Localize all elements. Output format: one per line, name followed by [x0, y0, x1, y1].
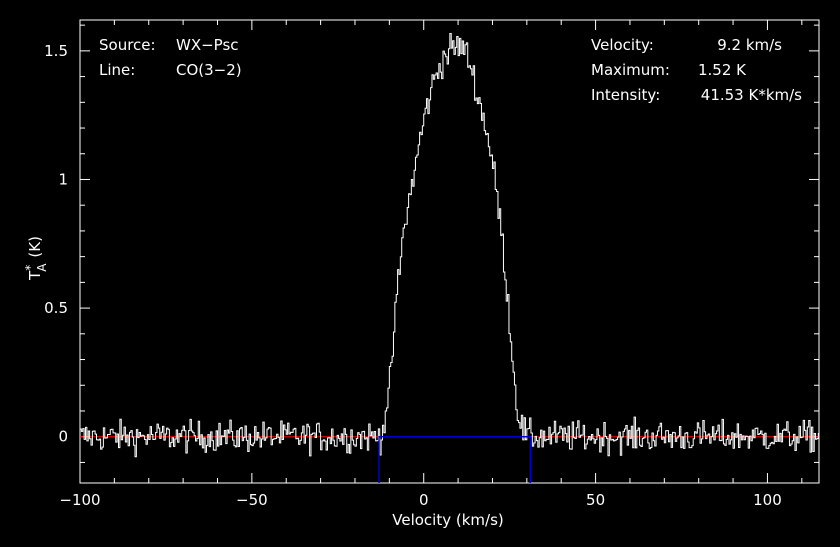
- y-tick-label: 1.5: [44, 42, 68, 60]
- x-tick-label: 50: [586, 491, 605, 509]
- intensity-label: Intensity:: [591, 86, 660, 104]
- maximum-value: 1.52 K: [698, 61, 747, 79]
- x-tick-label: 100: [753, 491, 782, 509]
- y-axis-label-main: T: [26, 270, 44, 281]
- intensity-value: 41.53 K*km/s: [701, 86, 802, 104]
- line-label: Line:: [99, 61, 135, 79]
- y-tick-label: 1: [58, 170, 68, 188]
- x-tick-label: −50: [236, 491, 268, 509]
- x-tick-label: 0: [419, 491, 429, 509]
- svg-text:T*A(K): T*A (K): [23, 236, 49, 281]
- source-value: WX−Psc: [176, 36, 239, 54]
- velocity-label: Velocity:: [591, 36, 654, 54]
- line-value: CO(3−2): [176, 61, 242, 79]
- x-axis-label: Velocity (km/s): [392, 511, 503, 529]
- velocity-value: 9.2 km/s: [717, 36, 782, 54]
- spectrum-line: [80, 33, 819, 458]
- maximum-label: Maximum:: [591, 61, 670, 79]
- y-axis-label-sub: A: [35, 263, 49, 272]
- y-tick-label: 0.5: [44, 299, 68, 317]
- y-axis-label-sup: *: [23, 265, 37, 271]
- y-axis-label-unit: (K): [26, 236, 44, 258]
- integration-window: [378, 435, 532, 483]
- plot-frame: [79, 19, 820, 484]
- y-tick-label: 0: [58, 428, 68, 446]
- source-label: Source:: [99, 36, 156, 54]
- y-axis-label: T*A (K): [23, 236, 49, 281]
- x-tick-label: −100: [59, 491, 100, 509]
